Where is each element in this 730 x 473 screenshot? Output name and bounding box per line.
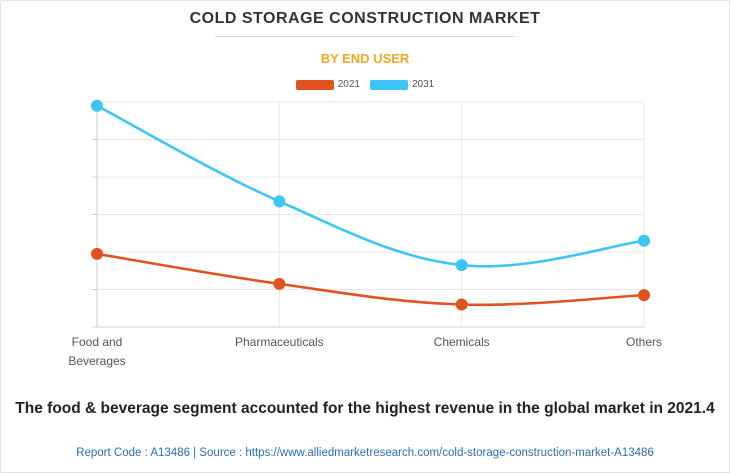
legend-item-2021[interactable]: 2021 — [295, 79, 360, 90]
legend-swatch-2031 — [370, 79, 408, 90]
insight-text: The food & beverage segment accounted fo… — [15, 400, 715, 417]
x-tick-label: Others — [626, 335, 662, 349]
data-point-2021-0 — [91, 247, 103, 260]
series-line-2021 — [96, 252, 645, 307]
line-chart: Food and Beverages Pharmaceuticals Chemical… — [68, 99, 662, 368]
data-point-2021-3 — [638, 289, 650, 302]
legend-swatch-2021 — [295, 79, 334, 90]
legend-label-2021: 2021 — [337, 79, 360, 90]
series-line-2031 — [96, 104, 645, 268]
chart-subtitle: BY END USER — [320, 51, 410, 66]
data-point-2021-1 — [273, 277, 286, 290]
data-point-2031-2 — [455, 259, 468, 272]
data-point-2031-1 — [273, 195, 286, 208]
source-footer[interactable]: Report Code : A13486 | Source : https://… — [76, 447, 654, 459]
chart-title: COLD STORAGE CONSTRUCTION MARKET — [189, 10, 541, 27]
x-tick-label: Pharmaceuticals — [235, 335, 324, 349]
x-tick-label: Food and Beverages — [68, 335, 125, 368]
legend-item-2031[interactable]: 2031 — [370, 79, 434, 90]
legend: 2021 2031 — [0, 79, 730, 90]
data-point-2031-3 — [638, 234, 650, 247]
data-point-2031-0 — [91, 99, 103, 112]
x-tick-label: Chemicals — [434, 335, 490, 349]
legend-label-2031: 2031 — [412, 79, 435, 90]
title-divider — [215, 36, 515, 37]
data-point-2021-2 — [455, 298, 468, 311]
